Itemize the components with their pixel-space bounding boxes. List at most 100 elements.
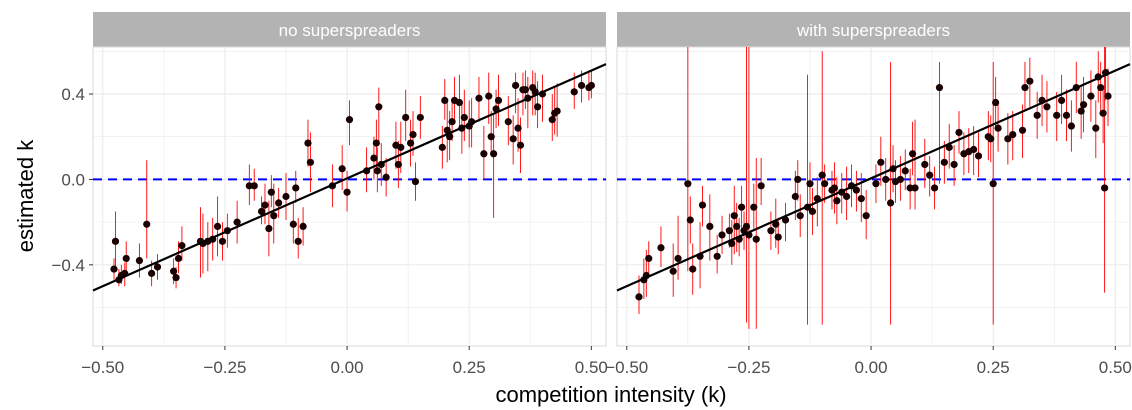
- data-point: [833, 197, 841, 205]
- data-point: [370, 154, 378, 162]
- data-point: [901, 167, 909, 175]
- data-point: [989, 180, 997, 188]
- data-point: [148, 269, 156, 277]
- y-tick-label: 0.0: [61, 170, 85, 189]
- data-point: [475, 94, 483, 102]
- data-point: [1099, 109, 1107, 117]
- panel-with-superspreaders: with superspreaders −0.50 −0.25 0.00 0.25 0.…: [605, 12, 1132, 377]
- plot-area: [616, 46, 1131, 347]
- data-point: [750, 203, 758, 211]
- data-point: [911, 184, 919, 192]
- data-point: [950, 160, 958, 169]
- data-point: [521, 86, 529, 94]
- y-axis-title: estimated k: [13, 139, 38, 252]
- data-point: [887, 199, 895, 207]
- data-point: [1067, 122, 1075, 130]
- data-point: [1100, 184, 1109, 192]
- data-point: [570, 88, 578, 96]
- data-point: [553, 107, 561, 115]
- data-point: [402, 113, 410, 122]
- data-point: [806, 180, 814, 188]
- x-tick-label: −0.50: [605, 358, 648, 377]
- data-point: [935, 83, 944, 92]
- data-point: [512, 81, 520, 90]
- data-point: [821, 180, 829, 188]
- data-point: [921, 160, 929, 169]
- data-point: [233, 218, 241, 226]
- data-point: [460, 113, 468, 122]
- data-point: [796, 212, 804, 220]
- data-point: [1097, 83, 1105, 92]
- data-point: [781, 216, 790, 224]
- data-point: [174, 254, 183, 263]
- data-point: [852, 186, 861, 194]
- data-point: [110, 265, 118, 273]
- data-point: [382, 173, 390, 181]
- data-point: [1077, 107, 1085, 115]
- data-point: [767, 227, 775, 235]
- data-point: [394, 160, 402, 169]
- data-point: [375, 103, 383, 111]
- x-tick-label: −0.50: [81, 358, 124, 377]
- data-point: [111, 237, 120, 245]
- data-point: [548, 116, 556, 124]
- data-point: [908, 150, 917, 158]
- y-tick-label: −0.4: [51, 256, 85, 275]
- data-point: [143, 220, 151, 228]
- data-point: [289, 220, 297, 228]
- data-point: [674, 254, 682, 263]
- data-point: [372, 139, 380, 147]
- data-point: [455, 98, 464, 107]
- panel-title: no superspreaders: [279, 21, 421, 40]
- data-point: [275, 199, 283, 207]
- x-axis: −0.50 −0.25 0.00 0.25 0.50: [81, 346, 608, 377]
- data-point: [504, 118, 512, 126]
- data-point: [684, 180, 692, 188]
- data-point: [718, 231, 726, 239]
- data-point: [698, 201, 707, 209]
- data-point: [534, 103, 542, 111]
- data-point: [1062, 111, 1071, 119]
- data-point: [265, 224, 273, 233]
- panel-strip: [93, 12, 606, 47]
- data-point: [737, 203, 746, 211]
- data-point: [1079, 101, 1088, 109]
- data-point: [122, 254, 130, 263]
- x-tick-label: 0.25: [453, 358, 486, 377]
- data-point: [443, 126, 451, 134]
- data-point: [1018, 126, 1027, 134]
- data-point: [1043, 103, 1051, 111]
- data-point: [1092, 124, 1100, 132]
- panel-no-superspreaders: no superspreaders −0.50 −0.25 0.00 0.25 0.50…: [51, 12, 608, 377]
- x-axis-title: competition intensity (k): [495, 382, 726, 407]
- panel-strip: [617, 12, 1130, 47]
- data-point: [808, 207, 817, 216]
- data-point: [733, 222, 741, 230]
- data-point: [257, 207, 266, 216]
- data-point: [406, 139, 415, 147]
- data-point: [730, 212, 738, 220]
- data-point: [261, 201, 269, 209]
- data-point: [1087, 92, 1095, 100]
- data-point: [577, 81, 586, 90]
- data-point: [213, 222, 222, 230]
- data-point: [872, 180, 880, 188]
- x-tick-label: 0.00: [855, 358, 888, 377]
- data-point: [250, 182, 258, 190]
- data-point: [587, 81, 595, 90]
- data-point: [1104, 92, 1112, 100]
- y-tick-label: 0.4: [61, 85, 85, 104]
- panel-title: with superspreaders: [796, 21, 950, 40]
- data-point: [772, 220, 780, 228]
- data-point: [516, 141, 525, 149]
- data-point: [970, 145, 978, 154]
- fit-line-segment: [92, 63, 607, 292]
- fit-line: [92, 63, 607, 292]
- data-point: [490, 150, 498, 158]
- x-tick-label: 0.00: [331, 358, 364, 377]
- data-point: [987, 135, 995, 143]
- data-point: [818, 171, 826, 179]
- data-point: [304, 139, 312, 147]
- x-tick-label: −0.25: [203, 358, 246, 377]
